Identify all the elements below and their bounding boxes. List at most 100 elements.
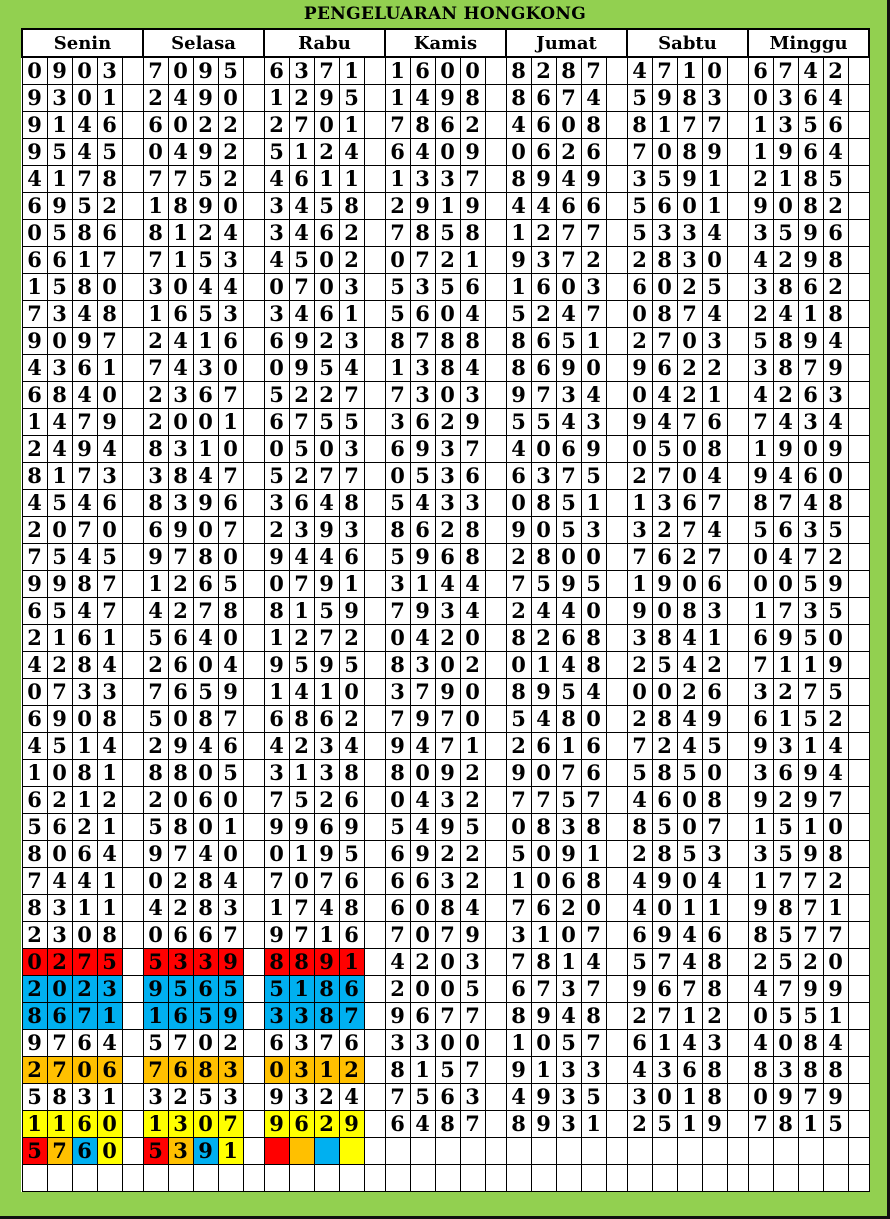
digit-cell: 4 [822, 327, 849, 355]
digit-cell: 8 [797, 192, 824, 220]
digit-cell: 1 [71, 786, 98, 814]
day-header-minggu: Minggu [747, 28, 870, 58]
digit-cell: 2 [288, 624, 315, 652]
digit-cell: 7 [384, 1083, 411, 1111]
digit-cell: 9 [142, 543, 169, 571]
digit-cell: 7 [459, 1056, 486, 1084]
spacer-cell [605, 246, 628, 274]
digit-cell: 2 [530, 219, 557, 247]
digit-cell [288, 1164, 315, 1192]
digit-cell: 3 [167, 435, 194, 463]
digit-cell: 6 [263, 56, 290, 85]
digit-cell: 5 [797, 1002, 824, 1030]
digit-cell [676, 1164, 703, 1192]
spacer-cell [484, 381, 507, 409]
digit-cell: 9 [313, 570, 340, 598]
digit-cell: 5 [46, 543, 73, 571]
digit-cell: 2 [142, 84, 169, 112]
digit-cell: 0 [142, 138, 169, 166]
digit-cell: 7 [338, 462, 365, 490]
digit-cell: 0 [263, 273, 290, 301]
digit-cell: 9 [797, 840, 824, 868]
spacer-cell [605, 786, 628, 814]
digit-cell: 5 [701, 273, 728, 301]
digit-cell: 9 [167, 732, 194, 760]
spacer-cell [121, 1110, 144, 1138]
digit-cell: 0 [434, 300, 461, 328]
digit-cell: 9 [142, 975, 169, 1003]
digit-cell: 0 [676, 786, 703, 814]
digit-cell: 9 [651, 84, 678, 112]
digit-cell: 0 [580, 543, 607, 571]
spacer-cell [484, 300, 507, 328]
digit-cell: 7 [96, 597, 123, 625]
digit-cell: 3 [772, 84, 799, 112]
digit-cell: 4 [626, 786, 653, 814]
digit-cell: 4 [701, 300, 728, 328]
digit-cell: 4 [555, 165, 582, 193]
spacer-cell [363, 56, 386, 85]
digit-cell: 2 [96, 786, 123, 814]
digit-cell: 0 [192, 1110, 219, 1138]
digit-cell: 2 [46, 786, 73, 814]
digit-cell: 8 [772, 894, 799, 922]
digit-cell: 4 [96, 435, 123, 463]
frame-edge-bottom [0, 1216, 890, 1219]
digit-cell: 4 [822, 138, 849, 166]
digit-cell: 1 [338, 948, 365, 976]
digit-cell: 4 [217, 219, 244, 247]
digit-cell: 9 [626, 408, 653, 436]
digit-cell: 4 [651, 408, 678, 436]
digit-cell: 8 [71, 651, 98, 679]
spacer-cell [847, 435, 870, 463]
digit-cell: 2 [626, 840, 653, 868]
digit-cell: 6 [21, 786, 48, 814]
spacer-cell [484, 921, 507, 949]
digit-cell: 6 [701, 570, 728, 598]
digit-cell: 8 [651, 705, 678, 733]
spacer-cell [605, 435, 628, 463]
digit-cell: 0 [626, 300, 653, 328]
digit-cell: 4 [46, 408, 73, 436]
digit-cell: 2 [580, 246, 607, 274]
digit-cell: 3 [338, 516, 365, 544]
digit-cell: 5 [21, 1137, 48, 1165]
digit-cell: 8 [338, 489, 365, 517]
digit-cell: 5 [797, 111, 824, 139]
spacer-cell [605, 948, 628, 976]
digit-cell: 5 [46, 273, 73, 301]
digit-cell: 8 [338, 894, 365, 922]
digit-cell: 8 [505, 327, 532, 355]
digit-cell: 9 [797, 786, 824, 814]
digit-cell: 7 [505, 570, 532, 598]
spacer-cell [847, 1029, 870, 1057]
digit-cell: 7 [142, 246, 169, 274]
digit-cell: 6 [530, 732, 557, 760]
digit-cell: 4 [822, 732, 849, 760]
spacer-cell [484, 732, 507, 760]
spacer-cell [242, 408, 265, 436]
spacer-cell [121, 705, 144, 733]
digit-cell: 4 [409, 813, 436, 841]
digit-cell: 1 [555, 948, 582, 976]
digit-cell: 4 [797, 489, 824, 517]
digit-cell: 3 [142, 273, 169, 301]
digit-cell: 1 [142, 1110, 169, 1138]
spacer-cell [726, 1056, 749, 1084]
digit-cell: 0 [651, 894, 678, 922]
spacer-cell [605, 300, 628, 328]
digit-cell: 4 [555, 408, 582, 436]
spacer-cell [242, 138, 265, 166]
digit-cell: 7 [192, 597, 219, 625]
digit-cell: 7 [384, 705, 411, 733]
digit-cell: 1 [384, 56, 411, 85]
digit-cell: 1 [263, 678, 290, 706]
spacer-cell [121, 786, 144, 814]
spacer-cell [847, 948, 870, 976]
digit-cell: 4 [21, 354, 48, 382]
digit-cell: 1 [192, 435, 219, 463]
digit-cell [409, 1164, 436, 1192]
digit-cell: 8 [338, 759, 365, 787]
digit-cell: 7 [142, 165, 169, 193]
digit-cell: 7 [71, 948, 98, 976]
